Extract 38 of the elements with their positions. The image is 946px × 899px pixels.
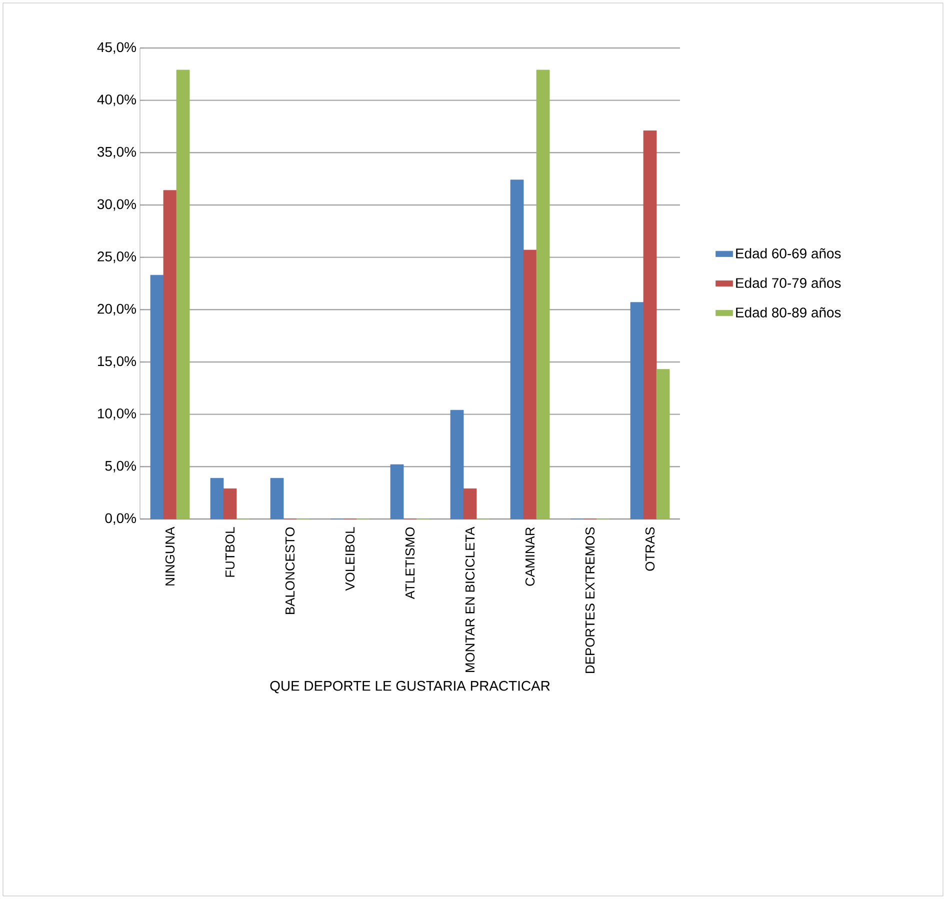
x-tick-label: OTRAS — [645, 527, 655, 571]
bar — [656, 369, 670, 520]
y-tick-label: 10,0% — [98, 408, 136, 420]
bar — [510, 180, 524, 520]
x-tick-label: ATLETISMO — [405, 527, 415, 600]
bar — [630, 302, 644, 520]
x-axis-title: QUE DEPORTE LE GUSTARIA PRACTICAR — [270, 680, 550, 694]
legend-label: Edad 80-89 años — [736, 307, 841, 318]
bar — [163, 190, 177, 520]
x-tick-label: VOLEIBOL — [345, 527, 355, 591]
x-tick-label: DEPORTES EXTREMOS — [585, 527, 595, 673]
bar — [450, 410, 464, 520]
y-tick-label: 35,0% — [97, 146, 136, 158]
bar — [463, 488, 477, 520]
x-tick-label: NINGUNA — [165, 526, 175, 586]
bar — [176, 70, 190, 520]
bar — [210, 478, 224, 520]
bar — [223, 488, 237, 520]
x-tick-label: CAMINAR — [525, 527, 535, 586]
y-tick-label: 0,0% — [105, 513, 136, 525]
y-tick-label: 40,0% — [97, 94, 136, 106]
x-tick-label: BALONCESTO — [285, 527, 295, 614]
x-tick-label: MONTAR EN BICICLETA — [465, 526, 475, 672]
y-tick-label: 45,0% — [97, 42, 136, 54]
y-tick-label: 20,0% — [98, 304, 136, 316]
y-tick-label: 30,0% — [97, 199, 136, 211]
legend-label: Edad 70-79 años — [736, 278, 841, 288]
bar — [150, 274, 164, 520]
bar — [270, 478, 284, 520]
legend-label: Edad 60-69 años — [736, 248, 841, 258]
bar — [390, 464, 404, 520]
y-tick-label: 15,0% — [98, 356, 136, 368]
y-tick-label: 5,0% — [105, 460, 136, 472]
bar — [643, 130, 657, 520]
y-tick-label: 25,0% — [98, 252, 136, 264]
bar — [536, 70, 550, 520]
x-tick-label: FUTBOL — [225, 527, 235, 577]
bar — [523, 250, 537, 520]
